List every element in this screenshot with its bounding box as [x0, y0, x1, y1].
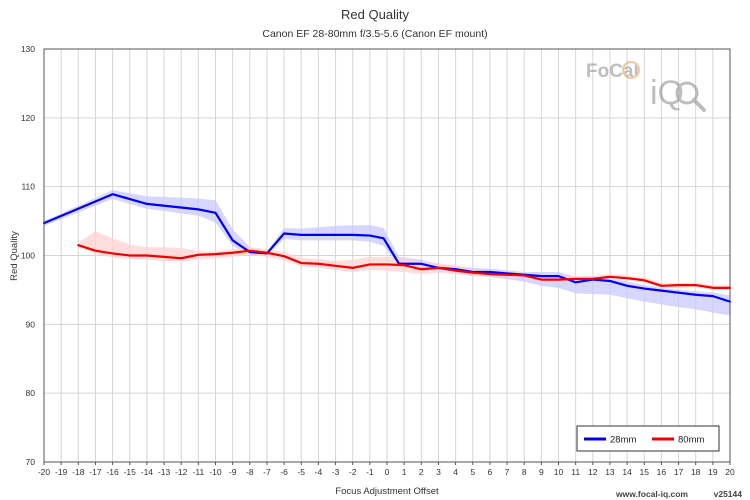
y-tick-label: 120 — [21, 113, 35, 123]
x-tick-label: 1 — [402, 467, 407, 477]
x-tick-label: 4 — [453, 467, 458, 477]
x-tick-label: -19 — [55, 467, 68, 477]
x-tick-label: -15 — [124, 467, 137, 477]
y-axis-label: Red Quality — [9, 231, 20, 281]
band-28mm — [44, 190, 730, 316]
y-tick-label: 100 — [21, 251, 35, 261]
x-tick-label: 17 — [674, 467, 684, 477]
series-lines — [42, 193, 732, 303]
x-tick-label: -7 — [263, 467, 271, 477]
x-tick-label: 18 — [691, 467, 701, 477]
x-tick-labels: -20 -19 -18 -17 -16 -15 -14 -13 -12 -11 -10 -9 -8 -7-… — [38, 462, 735, 477]
y-tick-labels: 70 80 90 100 110 120 130 — [21, 44, 35, 467]
y-tick-label: 130 — [21, 44, 35, 54]
x-tick-label: 11 — [571, 467, 580, 477]
x-tick-label: -16 — [106, 467, 119, 477]
x-tick-label: 3 — [436, 467, 441, 477]
x-tick-label: -6 — [280, 467, 288, 477]
x-tick-label: -5 — [297, 467, 305, 477]
x-tick-label: 10 — [554, 467, 564, 477]
confidence-bands — [44, 190, 731, 316]
grid — [43, 48, 731, 463]
chart-subtitle: Canon EF 28-80mm f/3.5-5.6 (Canon EF mou… — [262, 28, 487, 40]
x-tick-label: -18 — [72, 467, 85, 477]
x-tick-label: -17 — [89, 467, 102, 477]
x-tick-label: 20 — [725, 467, 735, 477]
x-tick-label: 14 — [622, 467, 632, 477]
footer-version: v25144 — [714, 489, 743, 499]
logo-suffix: iQ — [650, 74, 684, 112]
x-tick-label: -11 — [193, 467, 205, 477]
chart-title: Red Quality — [341, 7, 409, 22]
y-tick-label: 110 — [21, 182, 35, 192]
y-tick-label: 80 — [26, 388, 36, 398]
x-tick-label: -14 — [141, 467, 154, 477]
x-tick-label: 15 — [640, 467, 650, 477]
magnifier-icon — [675, 81, 706, 112]
legend: 28mm 80mm — [576, 425, 720, 452]
x-tick-label: -10 — [209, 467, 222, 477]
series-line-80mm — [77, 244, 732, 289]
x-axis-label: Focus Adjustment Offset — [335, 486, 439, 497]
x-tick-label: 9 — [539, 467, 544, 477]
footer-site: www.focal-iq.com — [615, 489, 688, 499]
legend-label-80mm: 80mm — [678, 435, 704, 446]
x-tick-label: 8 — [522, 467, 527, 477]
x-tick-label: 0 — [385, 467, 390, 477]
x-tick-label: -13 — [158, 467, 171, 477]
x-tick-label: -2 — [349, 467, 357, 477]
x-tick-label: 19 — [708, 467, 718, 477]
x-tick-label: -4 — [315, 467, 323, 477]
x-tick-label: -20 — [38, 467, 51, 477]
x-tick-label: 16 — [657, 467, 667, 477]
legend-label-28mm: 28mm — [610, 435, 636, 446]
focal-iq-logo: FoCal iQ — [586, 60, 706, 112]
x-tick-label: -3 — [332, 467, 340, 477]
band-80mm — [78, 231, 731, 290]
x-tick-label: -12 — [175, 467, 188, 477]
y-tick-label: 70 — [26, 457, 36, 467]
x-tick-label: -1 — [366, 467, 374, 477]
logo-c-ring — [621, 60, 641, 80]
series-line-28mm — [42, 193, 732, 303]
x-tick-label: 7 — [505, 467, 510, 477]
x-tick-label: 13 — [605, 467, 615, 477]
x-tick-label: -9 — [229, 467, 237, 477]
y-tick-label: 90 — [26, 319, 36, 329]
x-tick-label: -8 — [246, 467, 254, 477]
x-tick-label: 12 — [588, 467, 598, 477]
x-tick-label: 2 — [419, 467, 424, 477]
x-tick-label: 5 — [470, 467, 475, 477]
x-tick-label: 6 — [488, 467, 493, 477]
